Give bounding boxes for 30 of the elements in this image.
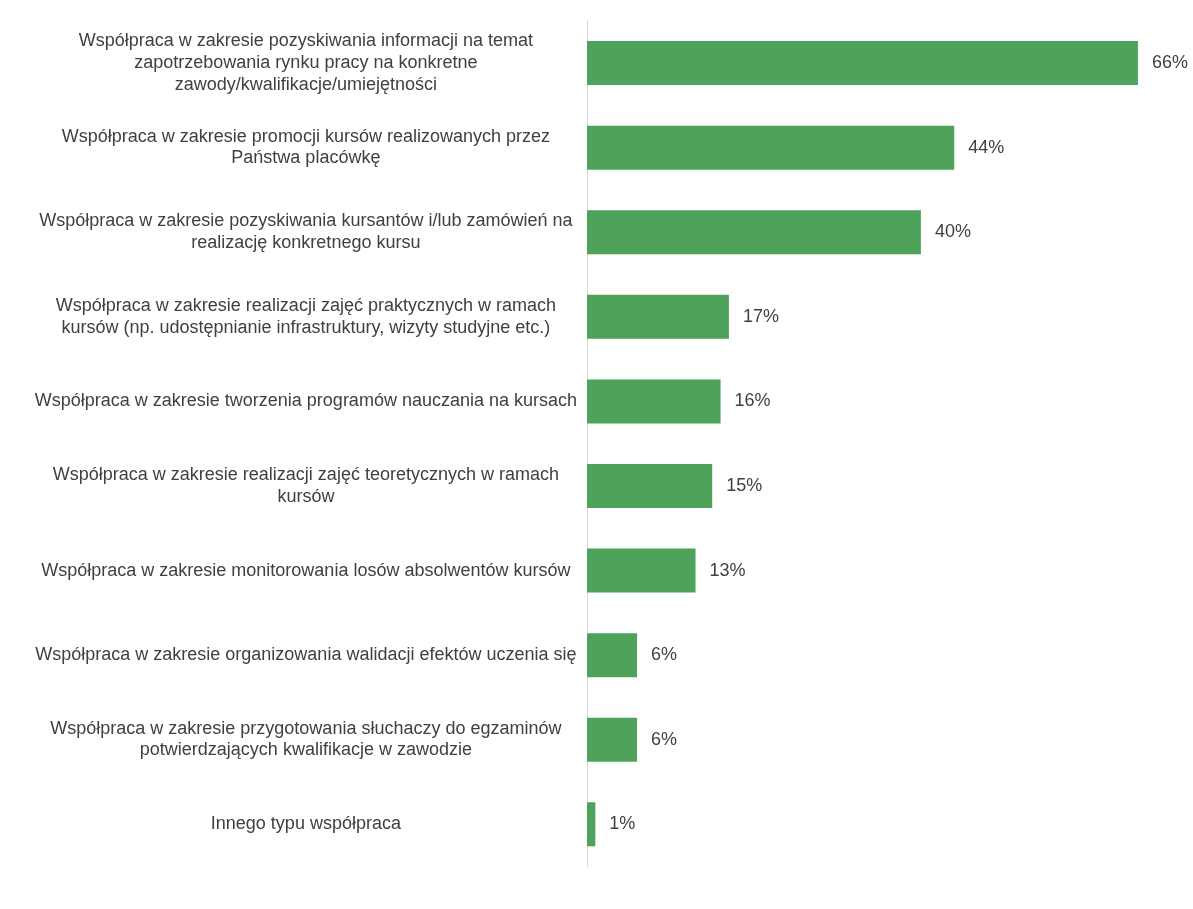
- data-label: 6%: [651, 728, 678, 749]
- y-tick-label: Współpraca w zakresie pozyskiwania informacji na temat zapotrzebowania rynku pracy na konkretne zawody/kwalifikacje/umiejętności: [78, 30, 533, 94]
- data-label: 16%: [734, 390, 771, 411]
- y-tick-label: Współpraca w zakresie promocji kursów realizowanych przez Państwa placówkę: [61, 125, 550, 168]
- y-tick-label: Współpraca w zakresie monitorowania losów absolwentów kursów: [41, 559, 572, 580]
- data-label: 1%: [609, 813, 636, 834]
- y-tick-label: Współpraca w zakresie pozyskiwania kursantów i/lub zamówień na realizację konkretnego kursu: [39, 210, 574, 253]
- data-label: 44%: [968, 136, 1005, 157]
- data-label: 17%: [742, 305, 779, 326]
- y-tick-label: Współpraca w zakresie realizacji zajęć teoretycznych w ramach kursów: [52, 464, 559, 506]
- data-label: 66%: [1151, 52, 1188, 73]
- bar: [587, 802, 596, 847]
- bar: [587, 210, 921, 255]
- bar: [587, 548, 696, 593]
- data-label: 15%: [726, 474, 763, 495]
- data-label: 40%: [934, 221, 971, 242]
- y-tick-label: Współpraca w zakresie realizacji zajęć praktycznych w ramach kursów (np. udostępnianie infrastruktury, wizyty studyjne etc.): [55, 295, 556, 337]
- bar: [587, 41, 1138, 86]
- y-tick-label: Innego typu współpraca: [210, 813, 402, 834]
- bar: [587, 464, 713, 508]
- data-label: 6%: [651, 644, 678, 665]
- bar: [587, 294, 729, 339]
- data-label: 13%: [709, 559, 746, 580]
- bar: [587, 379, 721, 424]
- bar: [587, 633, 638, 678]
- bar: [587, 717, 638, 762]
- y-tick-label: Współpraca w zakresie przygotowania słuchaczy do egzaminów potwierdzających kwalifikacje w zawodzie: [50, 717, 563, 760]
- y-tick-label: Współpraca w zakresie organizowania walidacji efektów uczenia się: [35, 644, 577, 665]
- bar: [587, 125, 955, 170]
- y-tick-label: Współpraca w zakresie tworzenia programów nauczania na kursach: [34, 390, 577, 411]
